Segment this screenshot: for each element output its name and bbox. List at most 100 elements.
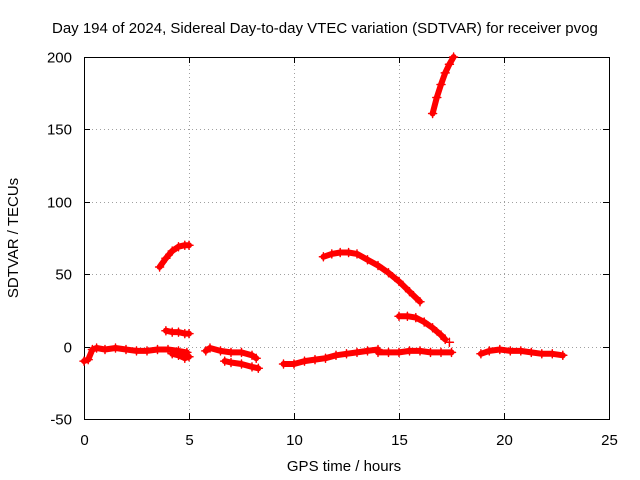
axis-ticks: 0 5 10 15 20 25 -50 0 50 100 150 200 <box>47 50 618 450</box>
data-point <box>484 346 495 356</box>
y-tick-label: 50 <box>55 267 72 284</box>
data-point <box>427 323 438 333</box>
data-point <box>404 346 415 356</box>
data-point <box>436 347 446 358</box>
data-point <box>505 346 516 356</box>
y-tick-label: 0 <box>64 340 72 357</box>
data-point <box>161 325 171 336</box>
data-point <box>173 327 184 337</box>
data-point <box>425 347 436 358</box>
data-point <box>251 353 261 363</box>
data-point <box>253 363 264 374</box>
data-point <box>161 253 171 264</box>
data-point <box>362 346 373 356</box>
data-point <box>79 356 89 366</box>
data-point <box>352 249 362 259</box>
x-tick-label: 0 <box>80 432 88 449</box>
data-point <box>436 79 446 90</box>
data-point <box>331 350 341 361</box>
series-arc-8 <box>318 247 425 307</box>
data-point <box>219 356 230 366</box>
data-point <box>516 346 526 356</box>
data-point <box>184 328 194 339</box>
data-point <box>427 108 438 119</box>
series-arc-11 <box>444 337 455 348</box>
data-point <box>327 249 337 259</box>
data-series <box>79 52 568 374</box>
data-point <box>436 330 446 340</box>
series-arc-7 <box>278 344 383 369</box>
data-point <box>278 359 289 369</box>
data-point <box>415 346 425 356</box>
data-point <box>163 344 173 355</box>
data-point <box>547 349 558 359</box>
data-point <box>142 346 152 356</box>
data-point <box>91 343 102 353</box>
x-tick-label: 20 <box>496 432 513 449</box>
plot-frame <box>84 57 610 420</box>
data-point <box>152 344 163 355</box>
data-point <box>373 260 383 271</box>
data-point <box>110 343 121 353</box>
x-tick-label: 5 <box>185 432 193 449</box>
data-point <box>215 346 226 356</box>
y-tick-label: 150 <box>47 122 72 139</box>
series-arc-9 <box>373 346 457 358</box>
data-point <box>411 312 421 323</box>
data-point <box>448 52 459 62</box>
data-point <box>537 349 547 359</box>
series-arc-3 <box>161 325 194 339</box>
data-point <box>440 68 450 78</box>
x-tick-label: 15 <box>391 432 408 449</box>
data-point <box>383 347 394 358</box>
series-arc-1 <box>79 343 192 366</box>
data-point <box>180 353 190 363</box>
data-point <box>310 354 320 365</box>
data-point <box>173 350 184 361</box>
series-arc-13 <box>476 344 568 361</box>
data-point <box>226 347 236 358</box>
data-point <box>495 344 505 355</box>
data-point <box>362 254 373 265</box>
data-point <box>247 362 257 372</box>
data-point <box>335 247 345 258</box>
data-point <box>131 346 142 356</box>
data-point <box>352 347 362 358</box>
data-point <box>318 252 329 262</box>
series-arc-2 <box>154 240 194 272</box>
data-point <box>167 349 177 359</box>
data-point <box>476 349 486 359</box>
y-tick-label: 200 <box>47 50 72 67</box>
data-point <box>121 344 131 355</box>
y-tick-label: 100 <box>47 195 72 212</box>
data-point <box>341 349 352 359</box>
series-arc-5 <box>201 343 261 363</box>
y-axis-title: SDTVAR / TECUs <box>5 178 22 298</box>
data-point <box>205 343 215 353</box>
data-point <box>343 247 354 258</box>
data-point <box>299 356 310 366</box>
data-point <box>236 359 247 369</box>
data-point <box>526 347 537 358</box>
grid <box>84 57 609 419</box>
data-point <box>320 353 331 363</box>
data-point <box>383 268 394 278</box>
data-point <box>402 311 413 321</box>
x-axis-title: GPS time / hours <box>287 458 401 475</box>
data-point <box>236 347 247 358</box>
series-trace <box>280 346 381 367</box>
data-point <box>394 311 404 321</box>
data-point <box>184 240 194 250</box>
data-point <box>446 347 457 358</box>
series-arc-10 <box>394 311 450 345</box>
series-arc-12 <box>427 52 459 119</box>
data-point <box>394 347 404 358</box>
data-point <box>87 344 98 355</box>
data-point <box>289 359 299 369</box>
data-point <box>444 337 455 348</box>
x-tick-label: 10 <box>286 432 303 449</box>
data-point <box>373 347 383 358</box>
data-point <box>415 296 425 307</box>
